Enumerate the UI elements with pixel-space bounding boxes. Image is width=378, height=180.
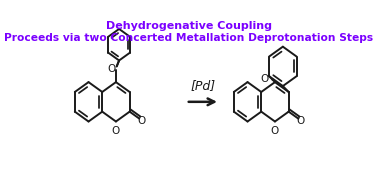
Text: Dehydrogenative Coupling: Dehydrogenative Coupling <box>106 21 272 31</box>
Text: Proceeds via two Concerted Metallation Deprotonation Steps: Proceeds via two Concerted Metallation D… <box>5 33 373 43</box>
Text: O: O <box>260 75 268 84</box>
Text: [Pd]: [Pd] <box>190 79 215 92</box>
Text: O: O <box>297 116 305 125</box>
Text: O: O <box>107 64 115 74</box>
Text: O: O <box>271 126 279 136</box>
Text: O: O <box>138 116 146 125</box>
Text: O: O <box>112 126 120 136</box>
